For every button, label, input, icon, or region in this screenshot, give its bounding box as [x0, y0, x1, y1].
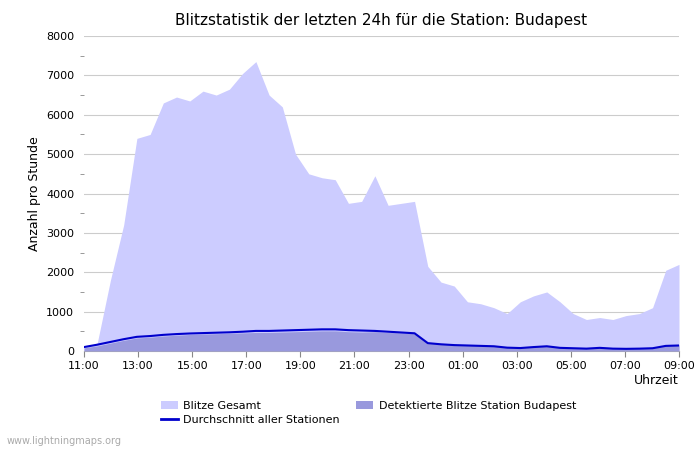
- Legend: Blitze Gesamt, Durchschnitt aller Stationen, Detektierte Blitze Station Budapest: Blitze Gesamt, Durchschnitt aller Statio…: [161, 400, 576, 425]
- Text: www.lightningmaps.org: www.lightningmaps.org: [7, 436, 122, 446]
- Title: Blitzstatistik der letzten 24h für die Station: Budapest: Blitzstatistik der letzten 24h für die S…: [176, 13, 587, 28]
- Y-axis label: Anzahl pro Stunde: Anzahl pro Stunde: [27, 136, 41, 251]
- X-axis label: Uhrzeit: Uhrzeit: [634, 374, 679, 387]
